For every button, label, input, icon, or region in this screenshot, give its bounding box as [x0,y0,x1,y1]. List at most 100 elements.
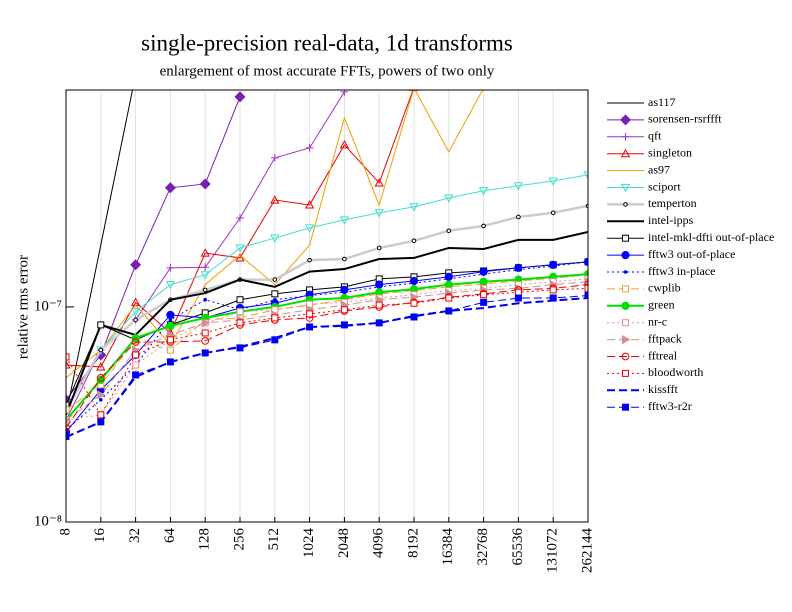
series-line [66,231,588,416]
data-point [166,310,175,320]
data-point [168,318,173,322]
legend-marker [620,183,631,193]
x-tick-label: 128 [197,528,213,551]
data-point [201,263,209,272]
series-line [66,278,588,421]
data-point [66,401,70,409]
data-point [96,362,106,371]
data-point [236,296,244,304]
legend-marker [621,301,630,310]
data-point [306,310,314,318]
data-point [66,406,70,414]
data-point [166,358,174,366]
data-point [375,301,383,309]
data-point [584,284,588,292]
data-point [132,351,140,359]
x-tick-label: 32768 [475,528,491,566]
data-point [305,144,314,152]
legend-label: fftw3 in-place [648,264,715,278]
legend-label: fftw3-r2r [648,399,692,413]
data-point [481,272,486,276]
data-point [444,280,453,289]
data-point [234,91,246,103]
series-line [66,295,588,437]
data-point [235,253,245,262]
data-point [130,259,142,271]
data-point [447,277,451,281]
x-tick-label: 16384 [440,528,456,566]
data-point [339,140,350,149]
data-point [304,200,315,209]
data-point [342,256,347,262]
data-point [376,245,382,251]
data-point [270,234,280,243]
series-line [66,204,588,411]
legend-marker [622,234,629,242]
x-tick-label: 65536 [510,528,526,566]
y-tick-label: 10⁻⁸ [34,513,62,529]
legend-marker [620,148,631,158]
data-point [306,323,314,331]
series-line [66,261,588,433]
legend-marker [621,334,631,345]
axes: 8 16 32 64 128 256 512 1024 2048 4096 8192 16384 327… [34,298,596,573]
legend-label: fftw3 out-of-place [648,247,735,261]
data-point [549,294,557,302]
data-point [411,238,417,244]
data-point [66,423,70,432]
data-point [200,271,210,280]
data-point [235,244,245,253]
data-point [202,287,208,293]
plot-area [66,90,588,440]
data-point [96,375,105,384]
data-point [99,397,103,402]
legend-label: kissfft [648,382,678,396]
data-point [304,224,315,233]
data-point [410,299,418,307]
y-tick-label: 10⁻⁷ [34,298,62,314]
data-point [270,195,280,204]
data-point [409,203,419,212]
plot-frame [65,89,589,523]
legend-label: nr-c [648,314,667,328]
legend-label: temperton [648,196,697,210]
legend-marker [621,133,630,141]
data-point [445,307,453,315]
x-tick-label: 256 [231,528,247,551]
data-point [201,337,210,345]
data-point [203,297,207,302]
data-point [236,344,244,352]
series-line [66,274,588,411]
legend-marker [622,285,629,293]
data-point [480,291,488,299]
data-point [132,371,140,379]
series-line [66,174,588,411]
legend-marker [622,319,629,327]
data-point [273,297,277,302]
data-point [340,306,348,314]
data-point [339,216,350,225]
x-tick-label: 8 [57,528,73,536]
data-point [166,264,175,272]
legend-label: fftpack [648,331,682,345]
data-point [514,294,522,302]
x-tick-label: 512 [266,528,282,551]
data-point [516,214,521,220]
legend-marker [619,114,632,126]
legend-marker [622,369,629,377]
chart-subtitle: enlargement of most accurate FFTs, power… [160,63,495,79]
series-line [66,287,588,416]
data-point [307,257,312,263]
data-point [549,286,557,294]
legend-marker [623,202,628,207]
legend-label: sciport [648,179,681,193]
legend-marker [621,352,630,361]
data-point [131,338,140,346]
data-point [200,248,210,257]
data-point [583,171,588,180]
legend-marker [621,251,630,260]
legend-marker [623,270,628,274]
data-point [446,228,452,234]
x-tick-label: 262144 [579,528,595,574]
